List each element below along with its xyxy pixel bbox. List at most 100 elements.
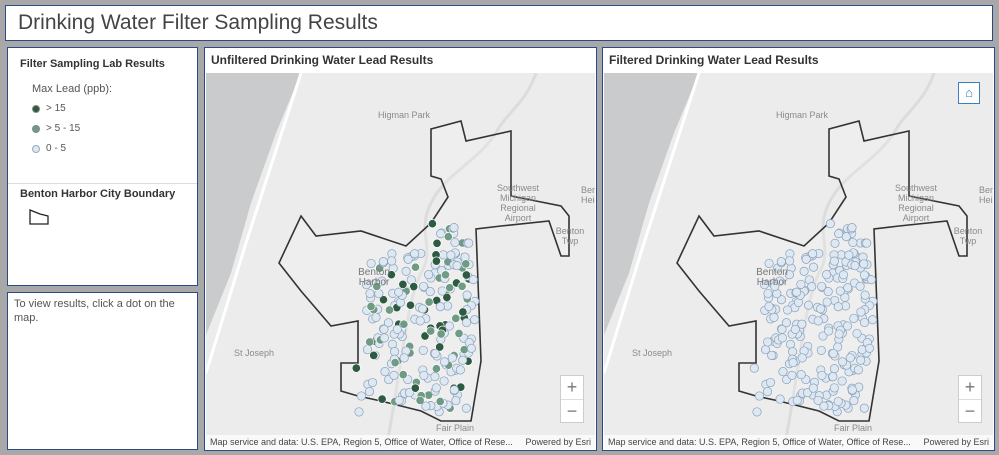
sample-dot[interactable] [379, 333, 389, 343]
sample-dot[interactable] [361, 280, 372, 290]
sample-dot[interactable] [824, 326, 834, 336]
sample-dot[interactable] [466, 343, 477, 353]
sample-dot[interactable] [371, 312, 381, 322]
sample-dot[interactable] [788, 347, 798, 357]
sample-dot[interactable] [440, 270, 451, 280]
sample-dot[interactable] [430, 372, 440, 382]
sample-dot[interactable] [797, 353, 807, 363]
sample-dot[interactable] [461, 403, 471, 413]
sample-dot[interactable] [450, 237, 460, 248]
sample-dot[interactable] [444, 321, 455, 331]
sample-dot[interactable] [415, 316, 425, 326]
sample-dot[interactable] [409, 282, 419, 292]
sample-dot[interactable] [849, 313, 859, 323]
sample-dot[interactable] [759, 280, 770, 290]
sample-dot[interactable] [461, 270, 471, 280]
zoom-out-button[interactable]: − [959, 399, 981, 422]
sample-dot[interactable] [425, 287, 435, 297]
sample-dot[interactable] [379, 324, 389, 334]
sample-dot[interactable] [850, 261, 860, 271]
sample-dot[interactable] [454, 328, 464, 339]
sample-dot[interactable] [431, 383, 441, 393]
sample-dot[interactable] [461, 259, 471, 269]
sample-dot[interactable] [796, 370, 806, 380]
sample-dot[interactable] [817, 281, 827, 291]
sample-dot[interactable] [841, 232, 851, 242]
sample-dot[interactable] [415, 395, 425, 405]
sample-dot[interactable] [803, 300, 814, 310]
sample-dot[interactable] [378, 295, 389, 305]
sample-dot[interactable] [387, 256, 397, 266]
sample-dot[interactable] [825, 219, 835, 229]
sample-dot[interactable] [403, 254, 413, 264]
sample-dot[interactable] [366, 301, 376, 312]
sample-dots[interactable] [351, 219, 480, 417]
sample-dot[interactable] [829, 256, 839, 266]
filtered-map[interactable]: Higman Park Southwest Michigan Regional … [604, 73, 993, 449]
sample-dot[interactable] [782, 305, 793, 315]
sample-dot[interactable] [470, 315, 480, 325]
sample-dot[interactable] [752, 407, 762, 417]
sample-dot[interactable] [451, 313, 461, 323]
sample-dot[interactable] [366, 258, 376, 268]
sample-dot[interactable] [859, 270, 869, 280]
sample-dot[interactable] [462, 290, 472, 300]
sample-dot[interactable] [410, 249, 420, 259]
sample-dot[interactable] [380, 367, 390, 377]
sample-dot[interactable] [461, 317, 472, 328]
sample-dot[interactable] [776, 257, 786, 267]
sample-dot[interactable] [819, 401, 829, 411]
sample-dot[interactable] [864, 343, 875, 353]
sample-dot[interactable] [446, 250, 456, 260]
sample-dot[interactable] [833, 302, 843, 312]
sample-dot[interactable] [410, 262, 421, 272]
sample-dot[interactable] [763, 337, 773, 347]
sample-dot[interactable] [790, 324, 800, 334]
sample-dot[interactable] [769, 312, 779, 322]
sample-dot[interactable] [866, 275, 876, 285]
sample-dot[interactable] [372, 281, 382, 291]
sample-dot[interactable] [808, 262, 819, 272]
sample-dot[interactable] [834, 329, 844, 339]
sample-dot[interactable] [830, 238, 840, 248]
sample-dot[interactable] [822, 297, 832, 307]
home-button[interactable]: ⌂ [958, 82, 980, 104]
sample-dot[interactable] [785, 256, 795, 266]
sample-dot[interactable] [817, 370, 827, 380]
sample-dot[interactable] [838, 270, 849, 280]
sample-dot[interactable] [356, 391, 366, 401]
sample-dot[interactable] [763, 288, 773, 299]
sample-dot[interactable] [419, 281, 429, 291]
sample-dot[interactable] [452, 261, 462, 271]
sample-dot[interactable] [859, 259, 869, 269]
sample-dot[interactable] [862, 238, 872, 248]
sample-dot[interactable] [749, 363, 759, 373]
sample-dot[interactable] [816, 304, 826, 314]
sample-dot[interactable] [781, 318, 791, 328]
sample-dot[interactable] [420, 331, 430, 341]
sample-dot[interactable] [844, 250, 854, 260]
sample-dot[interactable] [868, 315, 878, 325]
sample-dot[interactable] [389, 370, 399, 380]
zoom-out-button[interactable]: − [561, 399, 583, 422]
sample-dot[interactable] [823, 287, 833, 297]
sample-dot[interactable] [777, 324, 787, 334]
sample-dot[interactable] [427, 219, 437, 229]
sample-dot[interactable] [401, 266, 411, 276]
sample-dot[interactable] [439, 357, 450, 367]
sample-dot[interactable] [833, 396, 843, 407]
zoom-in-button[interactable]: + [964, 377, 976, 397]
sample-dot[interactable] [432, 238, 442, 248]
sample-dot[interactable] [770, 281, 780, 291]
sample-dot[interactable] [455, 365, 465, 375]
sample-dot[interactable] [852, 328, 862, 339]
sample-dot[interactable] [828, 348, 838, 359]
sample-dot[interactable] [796, 279, 806, 289]
sample-dot[interactable] [430, 348, 440, 359]
sample-dot[interactable] [390, 347, 400, 357]
sample-dot[interactable] [435, 396, 445, 407]
sample-dot[interactable] [390, 358, 400, 368]
sample-dot[interactable] [445, 283, 455, 293]
sample-dot[interactable] [424, 270, 434, 280]
sample-dot[interactable] [860, 290, 870, 300]
